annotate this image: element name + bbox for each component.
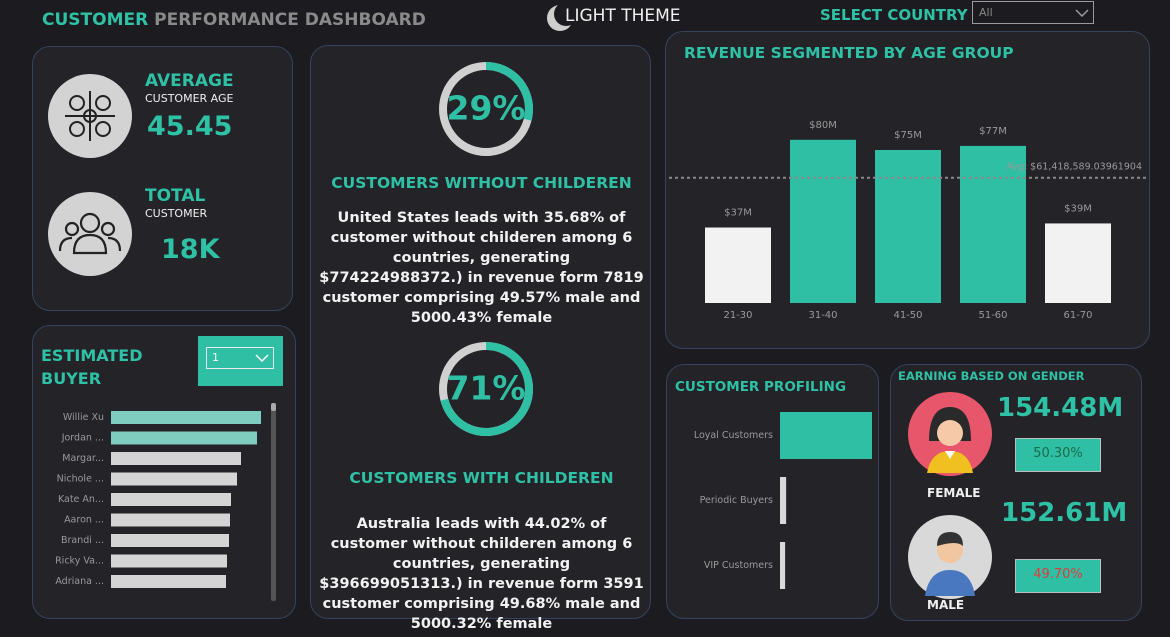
age-sublabel: CUSTOMER AGE	[145, 92, 234, 105]
value-label: $80M	[809, 120, 837, 131]
kpi-panel: AVERAGE CUSTOMER AGE 45.45 TOTAL CUSTOME…	[32, 46, 293, 311]
bar	[111, 431, 257, 445]
bar	[111, 534, 229, 547]
network-icon	[48, 74, 132, 158]
category-label: Loyal Customers	[694, 430, 773, 441]
x-tick-label: 21-30	[723, 310, 752, 321]
donut-arc	[440, 342, 533, 436]
total-value: 18K	[161, 234, 220, 265]
without-children-title: CUSTOMERS WITHOUT CHILDEREN	[331, 174, 632, 192]
total-label: TOTAL	[145, 186, 206, 206]
theme-toggle[interactable]: LIGHT THEME	[565, 6, 681, 26]
bar	[111, 452, 241, 465]
category-label: Margar...	[62, 453, 104, 464]
dashboard-title: CUSTOMER PERFORMANCE DASHBOARD	[42, 10, 426, 30]
buyer-filter[interactable]: 1	[198, 336, 283, 386]
category-label: Kate An...	[58, 494, 104, 505]
male-label: MALE	[927, 598, 965, 612]
without-children-text: United States leads with 35.68% of custo…	[319, 210, 644, 326]
category-label: Brandi ...	[61, 535, 104, 546]
average-label: Avg: $61,418,589.03961904	[1006, 162, 1142, 173]
category-label: Aaron ...	[64, 515, 104, 526]
female-percent: 50.30%	[1015, 438, 1101, 472]
bar	[111, 575, 226, 588]
bar	[111, 472, 237, 486]
male-avatar	[908, 515, 992, 599]
x-tick-label: 61-70	[1063, 310, 1092, 321]
total-sublabel: CUSTOMER	[145, 207, 208, 220]
dropdown-arrow	[255, 354, 269, 362]
bar	[1045, 223, 1111, 303]
female-label: FEMALE	[927, 486, 981, 500]
gender-title: EARNING BASED ON GENDER	[898, 369, 1085, 383]
category-label: Jordan ...	[61, 433, 104, 444]
bar	[960, 145, 1026, 303]
age-label: AVERAGE	[145, 71, 234, 91]
bar	[780, 477, 787, 524]
value-label: $37M	[724, 208, 752, 219]
bar	[705, 227, 771, 303]
age-chart-title: REVENUE SEGMENTED BY AGE GROUP	[684, 44, 1014, 62]
title-bold: CUSTOMER	[42, 10, 149, 30]
category-label: Nichole ...	[57, 474, 104, 485]
male-percent: 49.70%	[1015, 559, 1101, 593]
value-label: $77M	[979, 126, 1007, 137]
category-label: Adriana ...	[55, 576, 104, 587]
with-children-title: CUSTOMERS WITH CHILDEREN	[349, 469, 614, 487]
age-chart: $37M 21-30 $80M 31-40 $75M 41-50 $77M 51-60 $39M…	[669, 120, 1146, 321]
category-label: Willie Xu	[63, 412, 104, 423]
x-tick-label: 31-40	[808, 310, 837, 321]
x-tick-label: 51-60	[978, 310, 1007, 321]
x-tick-label: 41-50	[893, 310, 922, 321]
title-rest: PERFORMANCE DASHBOARD	[154, 10, 426, 30]
children-panel: 29% 71% CUSTOMERS WITHOUT CHILDEREN Unite…	[310, 45, 651, 632]
value-label: $75M	[894, 130, 922, 141]
category-label: Periodic Buyers	[700, 495, 773, 506]
profiling-chart: Loyal Customers Periodic Buyers VIP Custom…	[694, 412, 872, 589]
bar	[790, 139, 856, 303]
profiling-title: CUSTOMER PROFILING	[675, 379, 847, 395]
people-icon	[48, 192, 132, 276]
buyer-filter-box: 1	[206, 347, 274, 369]
country-label: SELECT COUNTRY	[820, 6, 968, 24]
bar	[111, 411, 261, 424]
moon-icon	[547, 2, 574, 31]
bar	[780, 542, 786, 589]
scrollbar-track	[271, 403, 276, 601]
donut-arc	[485, 62, 533, 121]
gender-panel: EARNING BASED ON GENDER 154.48M 50.30% F…	[890, 364, 1142, 621]
buyer-panel: ESTIMATED BUYER 1 Willie Xu Jordan ... Mar…	[32, 325, 296, 619]
country-value: All	[979, 6, 993, 19]
buyer-chart: Willie Xu Jordan ... Margar... Nichole ... K…	[55, 403, 276, 601]
value-label: $39M	[1064, 203, 1092, 214]
bar	[111, 493, 231, 506]
donut-label: 29%	[447, 89, 526, 128]
dropdown-arrow	[1075, 9, 1089, 17]
male-value: 152.61M	[1001, 498, 1128, 528]
country-dropdown[interactable]: All	[972, 1, 1094, 24]
bar	[111, 554, 227, 568]
donut-charts: 29% 71%	[439, 62, 533, 436]
scrollbar-thumb[interactable]	[271, 403, 276, 411]
bar	[111, 513, 230, 527]
category-label: Ricky Va...	[55, 556, 104, 567]
buyer-title: ESTIMATED BUYER	[41, 346, 143, 388]
with-children-text: Australia leads with 44.02% of customer …	[319, 516, 644, 632]
donut-label: 71%	[447, 369, 526, 408]
profiling-panel: CUSTOMER PROFILING Loyal Customers Period…	[666, 364, 879, 619]
age-value: 45.45	[147, 111, 233, 142]
bar	[780, 412, 872, 459]
female-value: 154.48M	[997, 393, 1124, 423]
category-label: VIP Customers	[704, 560, 773, 571]
bar	[875, 150, 941, 303]
female-avatar	[908, 392, 992, 476]
buyer-filter-value: 1	[212, 351, 219, 364]
age-panel: REVENUE SEGMENTED BY AGE GROUP $37M 21-30…	[665, 31, 1150, 349]
